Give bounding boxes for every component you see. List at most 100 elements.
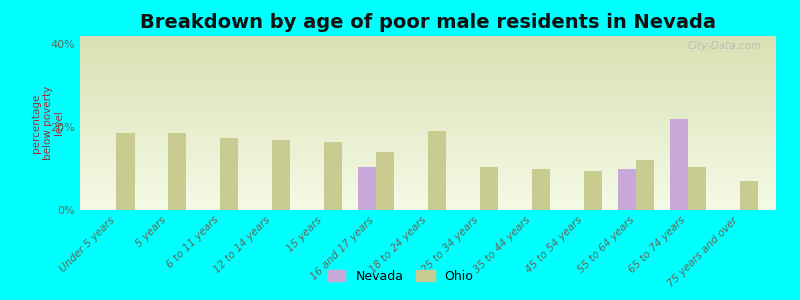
Bar (80, 144, 776, 146)
Bar (116, 134, 134, 210)
Bar (80, 186, 776, 188)
Text: City-Data.com: City-Data.com (688, 41, 762, 51)
Bar (80, 104, 776, 106)
Bar (80, 112, 776, 114)
Bar (80, 134, 776, 135)
Bar (80, 142, 776, 144)
Bar (80, 95, 776, 97)
Bar (80, 36, 776, 38)
Bar (80, 118, 776, 119)
Bar (80, 203, 776, 205)
Bar (324, 142, 342, 210)
Bar (80, 125, 776, 127)
Bar (80, 153, 776, 154)
Bar (80, 100, 776, 102)
Bar (740, 181, 758, 210)
Bar (80, 189, 776, 191)
Bar (80, 147, 776, 149)
Bar (80, 66, 776, 67)
Bar (272, 140, 290, 210)
Bar (428, 131, 446, 210)
Bar (80, 165, 776, 167)
Bar (618, 169, 636, 210)
Bar (80, 57, 776, 58)
Bar (80, 194, 776, 196)
Bar (80, 50, 776, 52)
Bar (80, 205, 776, 206)
Bar (80, 86, 776, 88)
Bar (80, 41, 776, 43)
Bar (80, 64, 776, 66)
Bar (80, 123, 776, 125)
Bar (688, 167, 706, 210)
Bar (80, 90, 776, 92)
Bar (80, 97, 776, 99)
Bar (80, 132, 776, 134)
Y-axis label: percentage
below poverty
level: percentage below poverty level (31, 86, 64, 160)
Bar (80, 206, 776, 208)
Bar (80, 81, 776, 83)
Bar (80, 58, 776, 60)
Bar (80, 60, 776, 62)
Bar (80, 83, 776, 85)
Bar (80, 154, 776, 156)
Bar (80, 48, 776, 50)
Legend: Nevada, Ohio: Nevada, Ohio (322, 265, 478, 288)
Bar (480, 167, 498, 210)
Bar (80, 53, 776, 55)
Bar (80, 80, 776, 81)
Bar (80, 128, 776, 130)
Bar (376, 152, 394, 210)
Bar (80, 146, 776, 147)
Bar (80, 127, 776, 128)
Bar (80, 38, 776, 40)
Title: Breakdown by age of poor male residents in Nevada: Breakdown by age of poor male residents … (140, 13, 716, 32)
Bar (80, 71, 776, 73)
Bar (80, 137, 776, 139)
Bar (80, 172, 776, 173)
Bar (80, 170, 776, 172)
Bar (80, 168, 776, 170)
Bar (80, 163, 776, 165)
Bar (80, 43, 776, 45)
Bar (80, 130, 776, 132)
Bar (80, 158, 776, 160)
Bar (80, 62, 776, 64)
Bar (80, 102, 776, 104)
Bar (80, 173, 776, 175)
Bar (80, 107, 776, 109)
Bar (80, 78, 776, 80)
Bar (80, 179, 776, 180)
Bar (80, 85, 776, 86)
Bar (80, 139, 776, 140)
Bar (80, 40, 776, 41)
Bar (80, 161, 776, 163)
Bar (80, 208, 776, 210)
Bar (80, 88, 776, 90)
Bar (584, 171, 602, 210)
Bar (80, 119, 776, 121)
Bar (80, 74, 776, 76)
Bar (80, 184, 776, 186)
Bar (80, 175, 776, 177)
Bar (80, 55, 776, 57)
Bar (80, 67, 776, 69)
Bar (636, 160, 654, 210)
Bar (80, 93, 776, 95)
Bar (220, 137, 238, 210)
Bar (80, 156, 776, 158)
Bar (80, 76, 776, 78)
Bar (80, 73, 776, 74)
Bar (80, 191, 776, 193)
Bar (80, 140, 776, 142)
Bar (80, 92, 776, 93)
Bar (80, 188, 776, 189)
Bar (80, 177, 776, 179)
Bar (168, 134, 186, 210)
Bar (80, 193, 776, 194)
Bar (80, 116, 776, 118)
Bar (80, 109, 776, 111)
Bar (80, 114, 776, 116)
Bar (532, 169, 550, 210)
Bar (80, 182, 776, 184)
